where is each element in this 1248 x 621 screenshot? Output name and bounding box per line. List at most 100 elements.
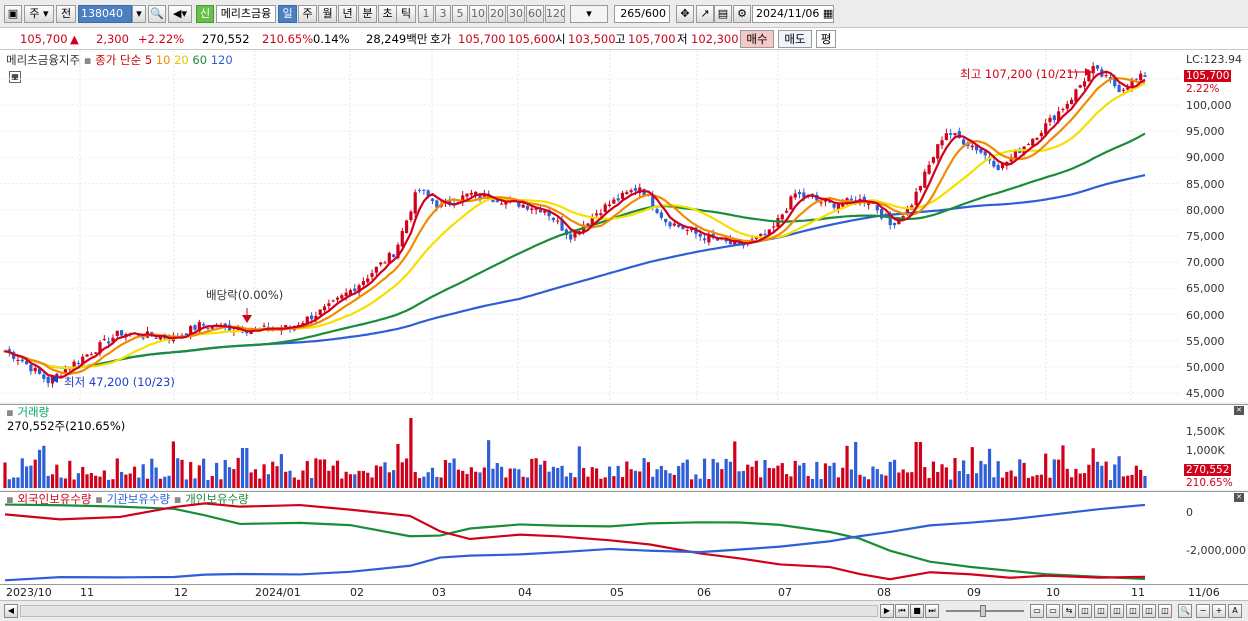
- volume-bar: [737, 471, 741, 488]
- volume-bar: [888, 461, 892, 488]
- last-page-icon[interactable]: ⏭: [925, 604, 939, 618]
- interval-select[interactable]: ▾: [570, 5, 608, 23]
- candle-body: [1074, 89, 1078, 102]
- volume-chart[interactable]: [0, 404, 1180, 490]
- draw-tool-icon[interactable]: ↗: [696, 5, 714, 23]
- period-tab-5[interactable]: 초: [378, 5, 397, 23]
- period-tab-1[interactable]: 주: [298, 5, 317, 23]
- zoom-out-icon[interactable]: −: [1196, 604, 1210, 618]
- volume-bar: [1005, 471, 1009, 488]
- layout-icon-2[interactable]: ▭: [1046, 604, 1060, 618]
- overlap-icon-1[interactable]: ◫: [1078, 604, 1092, 618]
- volume-bar: [163, 476, 167, 488]
- zoom-slider-thumb[interactable]: [980, 605, 986, 617]
- candle-body: [543, 210, 547, 213]
- interval-button-30[interactable]: 30: [507, 5, 525, 23]
- period-tab-6[interactable]: 틱: [396, 5, 416, 23]
- interval-button-120[interactable]: 120: [545, 5, 565, 23]
- volume-bar: [815, 461, 819, 488]
- candle-body: [189, 326, 193, 336]
- volume-bar: [1057, 459, 1061, 488]
- gear-icon[interactable]: ⚙: [733, 5, 751, 23]
- buy-button[interactable]: 매수: [740, 30, 774, 48]
- compare-icon[interactable]: ⇆: [1062, 604, 1076, 618]
- search-icon[interactable]: 🔍: [148, 5, 166, 23]
- overlap-icon-2[interactable]: ◫: [1094, 604, 1108, 618]
- count-total: /600: [641, 7, 666, 20]
- scroll-left-icon[interactable]: ◀: [4, 604, 18, 618]
- sell-button[interactable]: 매도: [778, 30, 812, 48]
- price-chart[interactable]: [0, 50, 1180, 402]
- interval-button-5[interactable]: 5: [452, 5, 468, 23]
- volume-bar: [525, 477, 530, 488]
- overlap-icon-6[interactable]: ◫: [1158, 604, 1172, 618]
- bid-price: 105,600: [508, 32, 556, 46]
- candle-body: [387, 252, 391, 264]
- overlap-icon-4[interactable]: ◫: [1126, 604, 1140, 618]
- interval-button-1[interactable]: 1: [418, 5, 434, 23]
- scroll-track[interactable]: [20, 605, 878, 617]
- interval-button-60[interactable]: 60: [526, 5, 544, 23]
- volume-bar: [443, 460, 448, 488]
- magnifier-icon[interactable]: 🔍: [1178, 604, 1192, 618]
- layout-icon-1[interactable]: ▭: [1030, 604, 1044, 618]
- speaker-icon[interactable]: ◀▾: [168, 5, 192, 23]
- interval-button-20[interactable]: 20: [488, 5, 506, 23]
- overlap-icon-3[interactable]: ◫: [1110, 604, 1124, 618]
- candle-body: [599, 213, 603, 216]
- period-tab-0[interactable]: 일: [278, 5, 297, 23]
- stock-name-field[interactable]: 메리츠금융: [216, 5, 276, 23]
- overlap-icon-5[interactable]: ◫: [1142, 604, 1156, 618]
- stop-icon[interactable]: ■: [910, 604, 924, 618]
- volume-bar: [564, 476, 568, 488]
- date-input[interactable]: 2024/11/06 ▦: [752, 5, 834, 23]
- volume-bar: [940, 464, 944, 488]
- volume-ratio: 210.65%: [262, 32, 314, 46]
- period-tab-4[interactable]: 분: [358, 5, 377, 23]
- interval-button-3[interactable]: 3: [435, 5, 451, 23]
- scroll-right-icon[interactable]: ▶: [880, 604, 894, 618]
- volume-bar: [841, 467, 845, 488]
- candle-body: [651, 195, 655, 207]
- period-tab-2[interactable]: 월: [318, 5, 337, 23]
- candle-body: [1087, 71, 1091, 82]
- volume-close-icon[interactable]: ✕: [1234, 406, 1244, 415]
- candle-body: [737, 242, 741, 244]
- candle-body: [76, 362, 81, 364]
- code-dropdown-icon[interactable]: ▾: [132, 5, 146, 23]
- crosshair-icon[interactable]: ✥: [676, 5, 694, 23]
- volume-bar: [1117, 456, 1121, 488]
- candle-body: [59, 375, 63, 377]
- save-icon[interactable]: ▤: [714, 5, 732, 23]
- first-page-icon[interactable]: ⏮: [895, 604, 909, 618]
- count-field[interactable]: 265/600: [614, 5, 670, 23]
- stock-code-input[interactable]: 138040: [78, 5, 132, 23]
- volume-bar: [594, 468, 599, 488]
- candle-body: [422, 189, 426, 191]
- volume-bar: [1126, 475, 1130, 488]
- grid-toggle-icon[interactable]: ▦: [9, 71, 21, 83]
- holding-chart[interactable]: [0, 491, 1180, 584]
- holding-close-icon[interactable]: ✕: [1234, 493, 1244, 502]
- zoom-in-icon[interactable]: +: [1212, 604, 1226, 618]
- new-badge[interactable]: 신: [196, 5, 214, 23]
- period-tab-3[interactable]: 년: [338, 5, 357, 23]
- prev-button[interactable]: 전: [56, 5, 76, 23]
- volume-bar: [879, 474, 884, 488]
- volume-bar: [707, 478, 711, 488]
- volume-bar: [797, 465, 802, 488]
- candle-body: [625, 192, 629, 195]
- holding-ytick-2m: -2,000,000: [1186, 544, 1246, 557]
- font-size-icon[interactable]: A: [1228, 604, 1242, 618]
- candle-body: [1143, 75, 1147, 78]
- ma-120-line: [4, 174, 1146, 369]
- candle-body: [892, 222, 897, 226]
- calendar-icon[interactable]: ▦: [822, 7, 834, 20]
- window-icon[interactable]: ▣: [4, 5, 22, 23]
- interval-button-10[interactable]: 10: [469, 5, 487, 23]
- low-arrow: [50, 375, 58, 383]
- market-type-select[interactable]: 주 ▾: [24, 5, 54, 23]
- candle-body: [1026, 144, 1031, 146]
- flat-button[interactable]: 평: [816, 30, 836, 48]
- volume-bar: [137, 477, 141, 488]
